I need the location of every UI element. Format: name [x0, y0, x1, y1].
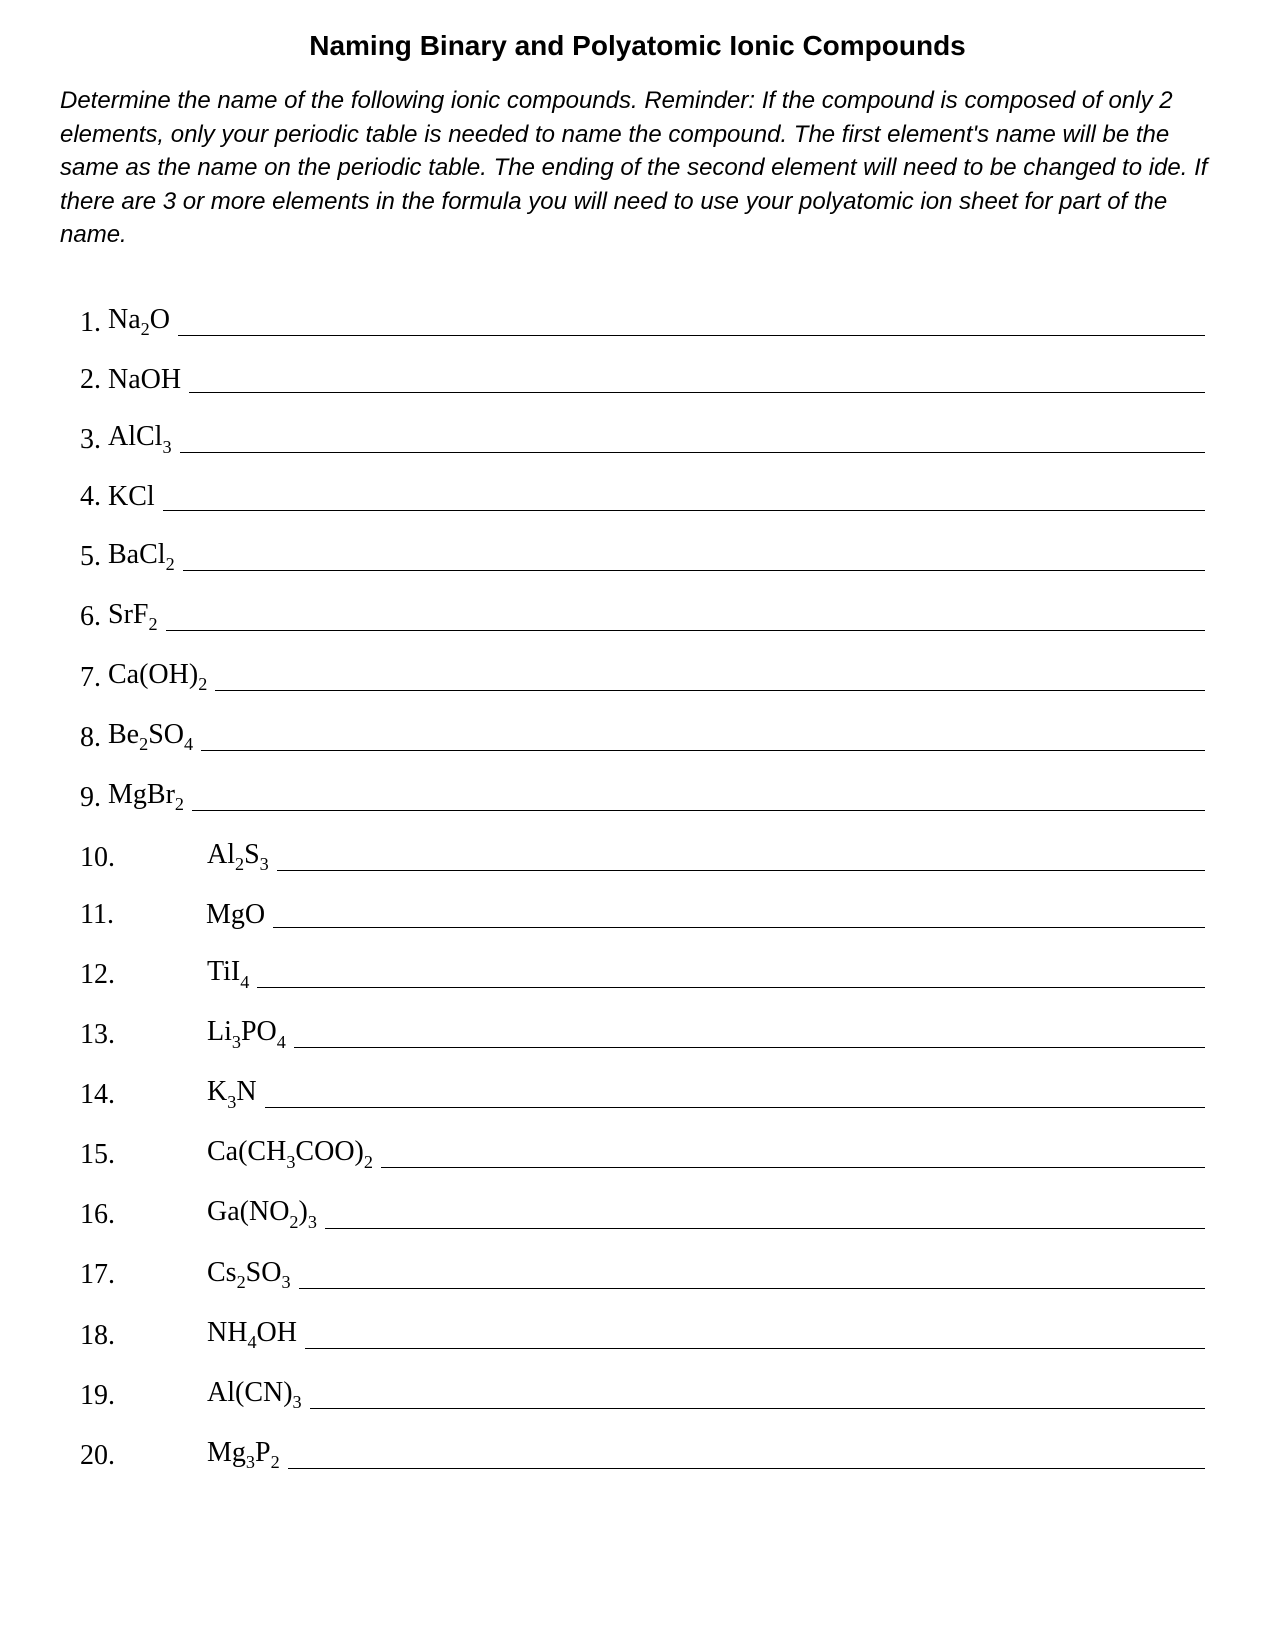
answer-blank[interactable] — [381, 1167, 1205, 1168]
compound-formula: Be2SO4 — [108, 715, 193, 757]
answer-blank[interactable] — [189, 392, 1205, 393]
compound-list: 1. Na2O2. NaOH3. AlCl34. KCl 5. BaCl26. … — [60, 300, 1215, 1475]
list-item: 5. BaCl2 — [80, 535, 1215, 577]
list-item: 18.NH4OH — [80, 1313, 1215, 1355]
compound-formula: Al2S3 — [207, 835, 269, 877]
item-number: 16. — [80, 1195, 207, 1234]
page-title: Naming Binary and Polyatomic Ionic Compo… — [60, 30, 1215, 62]
item-number: 11. — [80, 895, 206, 934]
item-number: 8. — [80, 718, 108, 757]
list-item: 15.Ca(CH3COO)2 — [80, 1132, 1215, 1174]
item-number: 1. — [80, 303, 108, 342]
compound-formula: Na2O — [108, 300, 170, 342]
compound-formula: TiI4 — [207, 952, 249, 994]
answer-blank[interactable] — [178, 335, 1205, 336]
item-number: 5. — [80, 537, 108, 576]
list-item: 17.Cs2SO3 — [80, 1253, 1215, 1295]
list-item: 10.Al2S3 — [80, 835, 1215, 877]
answer-blank[interactable] — [265, 1107, 1205, 1108]
item-number: 14. — [80, 1075, 207, 1114]
list-item: 13.Li3PO4 — [80, 1012, 1215, 1054]
compound-formula: MgO — [206, 895, 265, 934]
list-item: 4. KCl — [80, 477, 1215, 516]
item-number: 10. — [80, 838, 207, 877]
answer-blank[interactable] — [201, 750, 1205, 751]
list-item: 8. Be2SO4 — [80, 715, 1215, 757]
item-number: 13. — [80, 1015, 207, 1054]
list-item: 7. Ca(OH)2 — [80, 655, 1215, 697]
compound-formula: SrF2 — [108, 595, 158, 637]
list-item: 9. MgBr2 — [80, 775, 1215, 817]
compound-formula: Ga(NO2)3 — [207, 1192, 317, 1234]
compound-formula: AlCl3 — [108, 417, 172, 459]
answer-blank[interactable] — [180, 452, 1205, 453]
compound-formula: Cs2SO3 — [207, 1253, 291, 1295]
compound-formula: Li3PO4 — [207, 1012, 286, 1054]
answer-blank[interactable] — [294, 1047, 1205, 1048]
answer-blank[interactable] — [277, 870, 1205, 871]
compound-formula: K3N — [207, 1072, 257, 1114]
item-number: 6. — [80, 597, 108, 636]
list-item: 20.Mg3P2 — [80, 1433, 1215, 1475]
list-item: 16.Ga(NO2)3 — [80, 1192, 1215, 1234]
list-item: 1. Na2O — [80, 300, 1215, 342]
answer-blank[interactable] — [257, 987, 1205, 988]
compound-formula: Mg3P2 — [207, 1433, 280, 1475]
item-number: 7. — [80, 658, 108, 697]
item-number: 2. — [80, 360, 108, 399]
item-number: 19. — [80, 1376, 207, 1415]
answer-blank[interactable] — [305, 1348, 1205, 1349]
compound-formula: BaCl2 — [108, 535, 175, 577]
item-number: 20. — [80, 1436, 207, 1475]
compound-formula: KCl — [108, 477, 155, 516]
list-item: 2. NaOH — [80, 360, 1215, 399]
list-item: 19.Al(CN)3 — [80, 1373, 1215, 1415]
compound-formula: NH4OH — [207, 1313, 297, 1355]
answer-blank[interactable] — [183, 570, 1205, 571]
list-item: 3. AlCl3 — [80, 417, 1215, 459]
item-number: 17. — [80, 1255, 207, 1294]
item-number: 12. — [80, 955, 207, 994]
list-item: 12.TiI4 — [80, 952, 1215, 994]
compound-formula: Ca(OH)2 — [108, 655, 207, 697]
item-number: 9. — [80, 778, 108, 817]
answer-blank[interactable] — [299, 1288, 1205, 1289]
answer-blank[interactable] — [273, 927, 1205, 928]
item-number: 15. — [80, 1135, 207, 1174]
list-item: 14.K3N — [80, 1072, 1215, 1114]
item-number: 18. — [80, 1316, 207, 1355]
compound-formula: Ca(CH3COO)2 — [207, 1132, 373, 1174]
item-number: 4. — [80, 477, 108, 516]
answer-blank[interactable] — [163, 510, 1205, 511]
compound-formula: NaOH — [108, 360, 181, 399]
answer-blank[interactable] — [192, 810, 1205, 811]
answer-blank[interactable] — [215, 690, 1205, 691]
compound-formula: Al(CN)3 — [207, 1373, 302, 1415]
answer-blank[interactable] — [310, 1408, 1205, 1409]
list-item: 6. SrF2 — [80, 595, 1215, 637]
answer-blank[interactable] — [288, 1468, 1205, 1469]
list-item: 11.MgO — [80, 895, 1215, 934]
item-number: 3. — [80, 420, 108, 459]
answer-blank[interactable] — [166, 630, 1205, 631]
instructions: Determine the name of the following ioni… — [60, 84, 1215, 252]
compound-formula: MgBr2 — [108, 775, 184, 817]
answer-blank[interactable] — [325, 1228, 1205, 1229]
